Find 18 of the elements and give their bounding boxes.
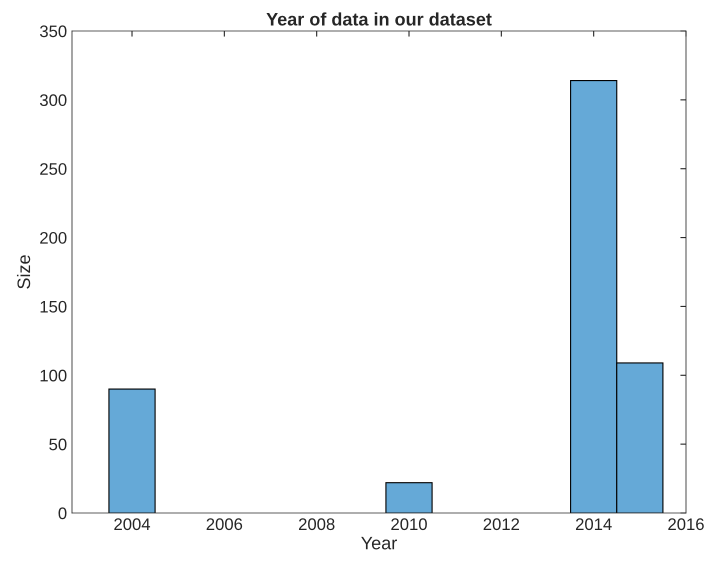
x-axis-title: Year (361, 536, 397, 550)
y-tick-label: 100 (40, 370, 66, 382)
y-axis-title: Size (16, 255, 30, 289)
y-tick-label: 0 (58, 507, 66, 520)
y-tick-label: 150 (40, 300, 66, 313)
x-tick-label: 2010 (391, 518, 427, 530)
y-tick-label: 350 (40, 25, 66, 38)
x-tick-label: 2006 (206, 518, 242, 530)
x-tick-label: 2004 (114, 518, 150, 530)
x-tick-label: 2016 (668, 518, 704, 530)
y-tick-label: 50 (49, 438, 66, 450)
x-tick-label: 2014 (576, 518, 612, 530)
y-tick-label: 200 (40, 232, 66, 244)
chart-title: Year of data in our dataset (266, 12, 492, 26)
x-tick-label: 2008 (298, 518, 334, 530)
y-tick-label: 300 (40, 94, 66, 106)
y-tick-label: 250 (40, 163, 66, 175)
x-tick-label: 2012 (484, 518, 520, 530)
